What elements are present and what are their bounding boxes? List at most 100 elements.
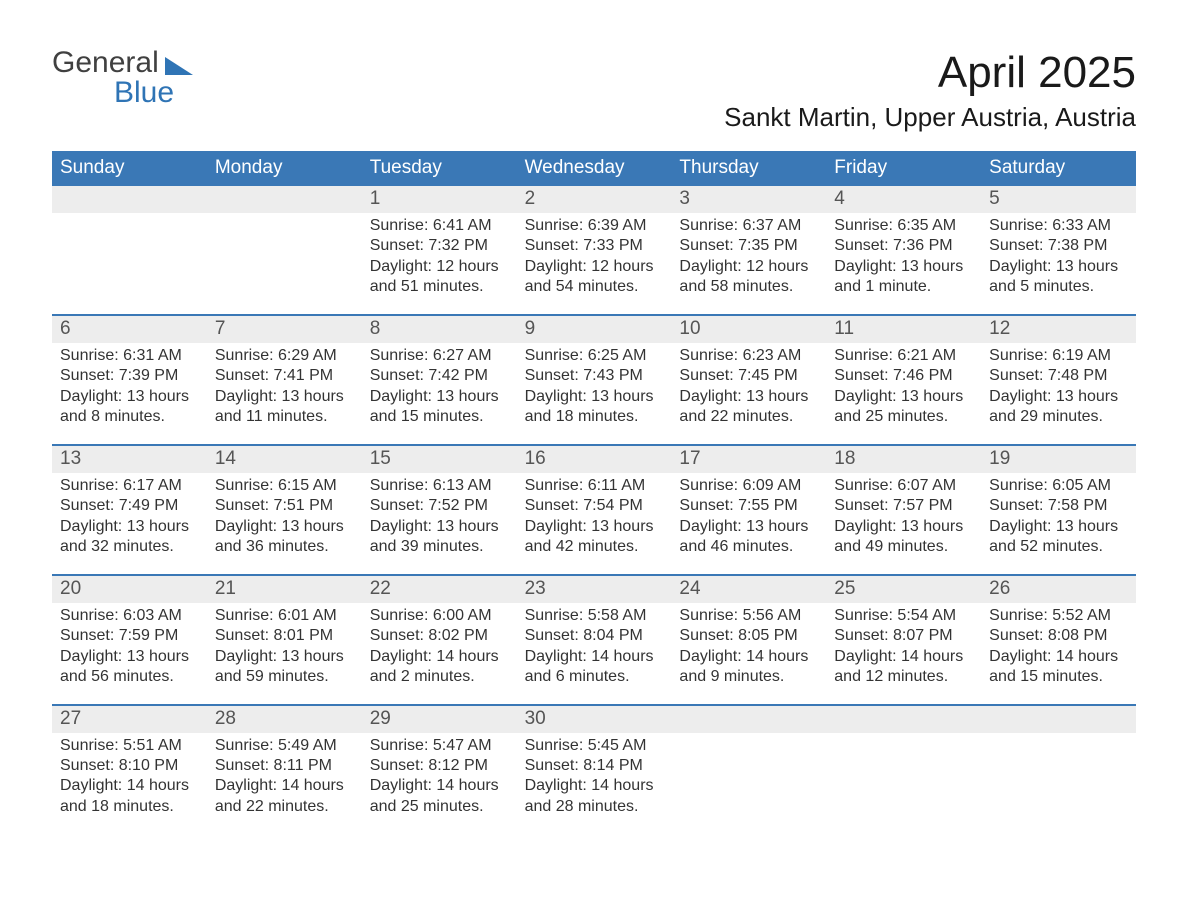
daylight-text: Daylight: 13 hours and 46 minutes. xyxy=(679,517,818,558)
day-cell: Sunrise: 6:09 AMSunset: 7:55 PMDaylight:… xyxy=(671,473,826,574)
date-number: 26 xyxy=(981,576,1136,603)
day-cell: Sunrise: 6:01 AMSunset: 8:01 PMDaylight:… xyxy=(207,603,362,704)
sunrise-text: Sunrise: 6:21 AM xyxy=(834,346,973,366)
sunrise-text: Sunrise: 5:51 AM xyxy=(60,736,199,756)
day-cell: Sunrise: 5:45 AMSunset: 8:14 PMDaylight:… xyxy=(517,733,672,834)
daylight-text: Daylight: 13 hours and 1 minute. xyxy=(834,257,973,298)
day-cell: Sunrise: 5:52 AMSunset: 8:08 PMDaylight:… xyxy=(981,603,1136,704)
day-cell: Sunrise: 5:56 AMSunset: 8:05 PMDaylight:… xyxy=(671,603,826,704)
sunset-text: Sunset: 7:51 PM xyxy=(215,496,354,516)
sunrise-text: Sunrise: 6:01 AM xyxy=(215,606,354,626)
weekday-header: Monday xyxy=(207,151,362,186)
sunset-text: Sunset: 8:01 PM xyxy=(215,626,354,646)
sunrise-text: Sunrise: 6:07 AM xyxy=(834,476,973,496)
date-number xyxy=(826,706,981,733)
weekday-header: Friday xyxy=(826,151,981,186)
daylight-text: Daylight: 14 hours and 2 minutes. xyxy=(370,647,509,688)
date-number: 16 xyxy=(517,446,672,473)
date-number: 14 xyxy=(207,446,362,473)
sunset-text: Sunset: 7:57 PM xyxy=(834,496,973,516)
sunset-text: Sunset: 7:41 PM xyxy=(215,366,354,386)
sunset-text: Sunset: 7:36 PM xyxy=(834,236,973,256)
daylight-text: Daylight: 13 hours and 18 minutes. xyxy=(525,387,664,428)
sunset-text: Sunset: 7:54 PM xyxy=(525,496,664,516)
sunset-text: Sunset: 8:08 PM xyxy=(989,626,1128,646)
date-number: 28 xyxy=(207,706,362,733)
sunrise-text: Sunrise: 6:19 AM xyxy=(989,346,1128,366)
day-cell: Sunrise: 5:58 AMSunset: 8:04 PMDaylight:… xyxy=(517,603,672,704)
day-cell xyxy=(826,733,981,834)
sunrise-text: Sunrise: 6:27 AM xyxy=(370,346,509,366)
date-number: 19 xyxy=(981,446,1136,473)
day-cell: Sunrise: 6:19 AMSunset: 7:48 PMDaylight:… xyxy=(981,343,1136,444)
weekday-header: Wednesday xyxy=(517,151,672,186)
sunset-text: Sunset: 7:58 PM xyxy=(989,496,1128,516)
logo-triangle-icon xyxy=(165,57,193,75)
date-number: 5 xyxy=(981,186,1136,213)
day-cell: Sunrise: 6:07 AMSunset: 7:57 PMDaylight:… xyxy=(826,473,981,574)
daylight-text: Daylight: 14 hours and 15 minutes. xyxy=(989,647,1128,688)
date-number: 1 xyxy=(362,186,517,213)
sunset-text: Sunset: 7:45 PM xyxy=(679,366,818,386)
sunrise-text: Sunrise: 6:31 AM xyxy=(60,346,199,366)
date-number: 22 xyxy=(362,576,517,603)
day-cell: Sunrise: 6:27 AMSunset: 7:42 PMDaylight:… xyxy=(362,343,517,444)
week-body-row: Sunrise: 5:51 AMSunset: 8:10 PMDaylight:… xyxy=(52,733,1136,834)
date-number: 17 xyxy=(671,446,826,473)
date-number: 3 xyxy=(671,186,826,213)
day-cell: Sunrise: 6:25 AMSunset: 7:43 PMDaylight:… xyxy=(517,343,672,444)
week-body-row: Sunrise: 6:17 AMSunset: 7:49 PM Daylight:… xyxy=(52,473,1136,574)
daylight-text: Daylight: 12 hours and 58 minutes. xyxy=(679,257,818,298)
sunset-text: Sunset: 7:49 PM xyxy=(60,496,199,516)
date-number: 30 xyxy=(517,706,672,733)
day-cell: Sunrise: 6:39 AMSunset: 7:33 PMDaylight:… xyxy=(517,213,672,314)
date-number: 6 xyxy=(52,316,207,343)
daylight-text: Daylight: 12 hours and 51 minutes. xyxy=(370,257,509,298)
sunrise-text: Sunrise: 6:23 AM xyxy=(679,346,818,366)
sunset-text: Sunset: 8:05 PM xyxy=(679,626,818,646)
sunrise-text: Sunrise: 5:54 AM xyxy=(834,606,973,626)
sunrise-text: Sunrise: 6:25 AM xyxy=(525,346,664,366)
sunrise-text: Sunrise: 5:52 AM xyxy=(989,606,1128,626)
daylight-text: Daylight: 14 hours and 22 minutes. xyxy=(215,776,354,817)
daylight-text: Daylight: 14 hours and 28 minutes. xyxy=(525,776,664,817)
date-number: 7 xyxy=(207,316,362,343)
sunset-text: Sunset: 7:55 PM xyxy=(679,496,818,516)
date-number-row: 6789101112 xyxy=(52,314,1136,343)
week-body-row: Sunrise: 6:41 AMSunset: 7:32 PMDaylight:… xyxy=(52,213,1136,314)
date-number: 18 xyxy=(826,446,981,473)
weekday-header: Sunday xyxy=(52,151,207,186)
daylight-text: Daylight: 13 hours and 25 minutes. xyxy=(834,387,973,428)
logo: General Blue xyxy=(52,48,193,108)
daylight-text: Daylight: 13 hours and 8 minutes. xyxy=(60,387,199,428)
daylight-text: Daylight: 14 hours and 12 minutes. xyxy=(834,647,973,688)
page-header: General Blue April 2025 Sankt Martin, Up… xyxy=(52,48,1136,133)
date-number-row: 12345 xyxy=(52,186,1136,213)
sunset-text: Sunset: 7:48 PM xyxy=(989,366,1128,386)
day-cell: Sunrise: 6:13 AMSunset: 7:52 PMDaylight:… xyxy=(362,473,517,574)
day-cell: Sunrise: 5:54 AMSunset: 8:07 PMDaylight:… xyxy=(826,603,981,704)
date-number: 27 xyxy=(52,706,207,733)
calendar: Sunday Monday Tuesday Wednesday Thursday… xyxy=(52,151,1136,833)
date-number: 10 xyxy=(671,316,826,343)
day-cell xyxy=(671,733,826,834)
sunrise-text: Sunrise: 6:39 AM xyxy=(525,216,664,236)
date-number-row: 27282930 xyxy=(52,704,1136,733)
day-cell: Sunrise: 6:37 AMSunset: 7:35 PMDaylight:… xyxy=(671,213,826,314)
sunset-text: Sunset: 8:02 PM xyxy=(370,626,509,646)
daylight-text: Daylight: 13 hours and 11 minutes. xyxy=(215,387,354,428)
sunrise-text: Sunrise: 5:47 AM xyxy=(370,736,509,756)
week-body-row: Sunrise: 6:03 AMSunset: 7:59 PMDaylight:… xyxy=(52,603,1136,704)
day-cell: Sunrise: 6:00 AMSunset: 8:02 PMDaylight:… xyxy=(362,603,517,704)
weekday-header-row: Sunday Monday Tuesday Wednesday Thursday… xyxy=(52,151,1136,186)
logo-word2: Blue xyxy=(114,78,193,108)
daylight-text: Daylight: 14 hours and 9 minutes. xyxy=(679,647,818,688)
sunset-text: Sunset: 8:14 PM xyxy=(525,756,664,776)
sunrise-text: Sunrise: 5:45 AM xyxy=(525,736,664,756)
day-cell: Sunrise: 6:17 AMSunset: 7:49 PMDaylight:… xyxy=(52,473,207,574)
day-cell: Sunrise: 6:41 AMSunset: 7:32 PMDaylight:… xyxy=(362,213,517,314)
day-cell: Sunrise: 6:35 AMSunset: 7:36 PMDaylight:… xyxy=(826,213,981,314)
daylight-text: Daylight: 12 hours and 54 minutes. xyxy=(525,257,664,298)
sunrise-text: Sunrise: 6:17 AM xyxy=(60,476,199,496)
sunrise-text: Sunrise: 6:13 AM xyxy=(370,476,509,496)
